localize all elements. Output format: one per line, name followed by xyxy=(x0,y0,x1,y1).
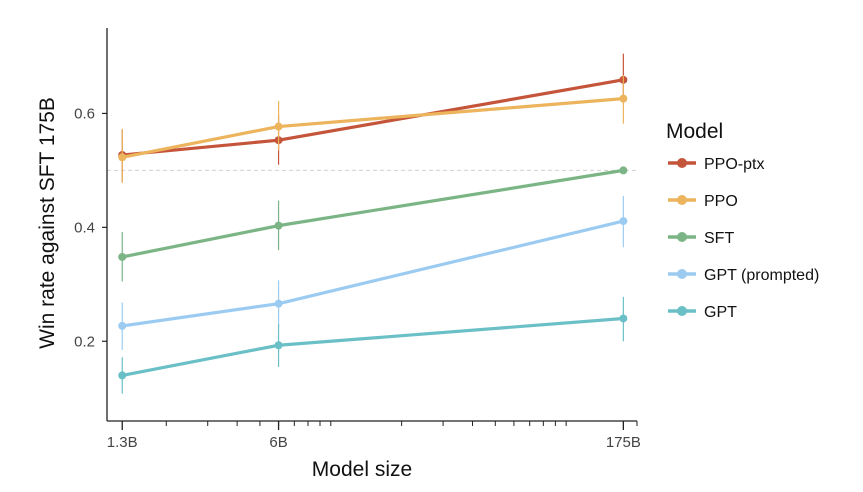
series-line xyxy=(120,316,625,378)
series-gpt xyxy=(118,296,628,394)
legend-label: GPT xyxy=(704,304,737,321)
x-axis-title: Model size xyxy=(312,458,412,481)
y-tick-label: 0.4 xyxy=(74,219,95,236)
legend-item: GPT (prompted) xyxy=(668,267,819,284)
legend-swatch-point xyxy=(677,306,687,316)
legend-title: Model xyxy=(666,120,723,143)
y-tick-label: 0.2 xyxy=(74,333,95,350)
legend-label: GPT (prompted) xyxy=(704,267,819,284)
series-gpt-prompted xyxy=(118,196,628,350)
legend-label: PPO xyxy=(704,193,738,210)
data-point xyxy=(619,217,628,226)
legend-label: PPO-ptx xyxy=(704,156,764,173)
data-point xyxy=(274,341,283,350)
legend: Model PPO-ptx PPO SFT GPT (prompted) GPT xyxy=(666,120,819,321)
x-tick-label: 6B xyxy=(269,434,287,451)
data-point xyxy=(118,153,127,162)
x-tick-label: 1.3B xyxy=(107,434,138,451)
data-point xyxy=(619,166,628,175)
series-line xyxy=(120,168,625,259)
data-point xyxy=(619,94,628,103)
series-line xyxy=(120,219,625,328)
y-tick-label: 0.6 xyxy=(74,105,95,122)
legend-swatch-point xyxy=(677,158,687,168)
legend-item: SFT xyxy=(668,230,734,247)
data-point xyxy=(118,252,127,261)
data-point xyxy=(118,371,127,380)
y-axis: 0.2 0.4 0.6 xyxy=(74,28,108,421)
data-point xyxy=(274,221,283,230)
data-point xyxy=(619,314,628,323)
data-point xyxy=(274,122,283,131)
plot-area xyxy=(107,53,637,394)
series-sft xyxy=(118,166,628,282)
data-point xyxy=(274,299,283,308)
legend-swatch-point xyxy=(677,269,687,279)
y-axis-title: Win rate against SFT 175B xyxy=(36,97,59,349)
legend-item: PPO-ptx xyxy=(668,156,764,173)
x-tick-label: 175B xyxy=(606,434,641,451)
x-axis: 1.3B 6B 175B xyxy=(107,420,641,451)
series-ppo xyxy=(118,75,628,183)
legend-item: PPO xyxy=(668,193,738,210)
legend-item: GPT xyxy=(668,304,737,321)
legend-swatch-point xyxy=(677,195,687,205)
data-point xyxy=(118,321,127,330)
legend-swatch-point xyxy=(677,232,687,242)
legend-label: SFT xyxy=(704,230,734,247)
